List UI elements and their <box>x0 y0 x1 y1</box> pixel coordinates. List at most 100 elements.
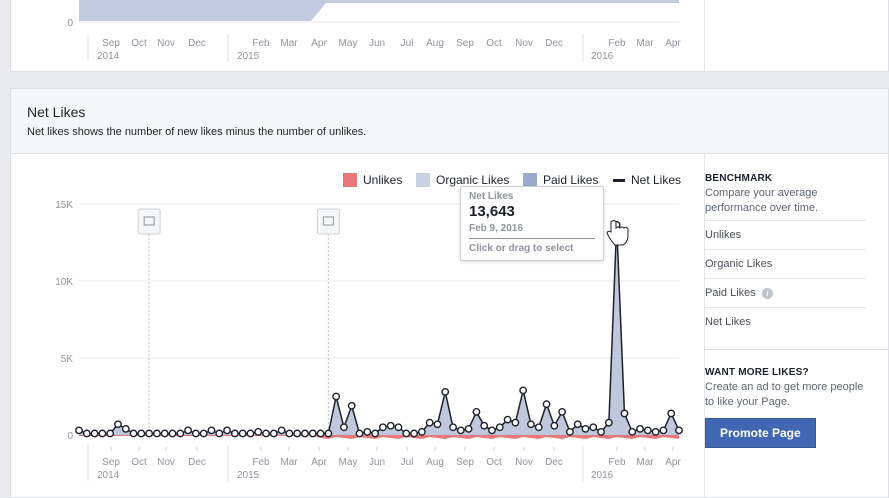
x-axis-ticks: Sep Oct Nov Dec Feb Mar Apr May Jun Jul Aug Sep Oct N… <box>87 445 681 481</box>
data-point <box>667 409 676 418</box>
hand-cursor-icon <box>606 220 629 246</box>
data-point <box>160 429 169 438</box>
data-point <box>604 418 613 427</box>
tooltip-divider <box>469 238 595 239</box>
chart-tooltip: Net Likes 13,643 Feb 9, 2016 Click or dr… <box>460 186 604 261</box>
x-tick-label: Apr <box>311 38 327 49</box>
legend-organic-likes[interactable]: Organic Likes <box>416 173 509 187</box>
x-tick-label: Dec <box>188 457 206 468</box>
info-icon[interactable]: i <box>761 287 773 299</box>
section-title: Net Likes <box>27 104 86 120</box>
net-likes-area <box>79 224 679 435</box>
x-tick-label: Mar <box>636 38 654 49</box>
data-point <box>129 429 138 438</box>
data-point <box>558 407 567 416</box>
benchmark-description: Compare your average performance over ti… <box>705 186 866 221</box>
legend-unlikes[interactable]: Unlikes <box>343 173 402 187</box>
x-year-label: 2016 <box>591 51 614 62</box>
x-tick-label: May <box>339 38 358 49</box>
data-point <box>581 424 590 433</box>
data-point <box>433 420 442 429</box>
data-point <box>355 429 364 438</box>
tooltip-value: 13,643 <box>469 203 515 220</box>
data-point <box>480 421 489 430</box>
data-point <box>191 429 200 438</box>
benchmark-item-net-likes[interactable]: Net Likes <box>705 316 751 328</box>
x-tick-label: May <box>339 457 358 468</box>
promo-heading: WANT MORE LIKES? <box>705 367 809 378</box>
promo-panel: WANT MORE LIKES? Create an ad to get mor… <box>705 367 888 448</box>
x-tick-label: Mar <box>280 38 298 49</box>
data-point <box>90 429 99 438</box>
x-tick-label: Apr <box>665 38 681 49</box>
data-point <box>417 428 426 436</box>
net-likes-chart[interactable]: 0 5K 10K 15K Sep Oct Nov Dec Feb Mar Apr May Jun Jul… <box>11 154 704 494</box>
data-point <box>262 429 270 438</box>
sidebar-divider <box>704 154 705 497</box>
card-header: Net Likes Net likes shows the number of … <box>11 89 888 154</box>
data-point <box>620 409 629 418</box>
data-point <box>503 415 512 424</box>
benchmark-panel: BENCHMARK Compare your average performan… <box>705 173 888 336</box>
x-tick-label: Sep <box>102 457 120 468</box>
data-point <box>168 429 177 438</box>
data-point <box>472 407 481 416</box>
benchmark-heading: BENCHMARK <box>705 173 773 184</box>
x-tick-label: Jul <box>401 457 414 468</box>
data-point <box>121 424 130 433</box>
previous-chart-card: 0 Sep Oct Nov Dec Feb Mar Apr May Jun Jul Aug Sep Oc… <box>10 0 889 72</box>
data-point <box>378 423 387 432</box>
promote-page-button[interactable]: Promote Page <box>705 418 816 448</box>
data-point <box>651 428 660 436</box>
data-point <box>550 421 559 430</box>
data-point <box>269 429 278 438</box>
data-point <box>277 426 286 435</box>
x-tick-label: Oct <box>486 457 502 468</box>
tooltip-date: Feb 9, 2016 <box>469 223 523 234</box>
section-subtitle: Net likes shows the number of new likes … <box>27 126 367 138</box>
data-point <box>199 429 208 438</box>
data-point <box>176 429 185 438</box>
calendar-icon-glyph <box>322 216 334 226</box>
data-point <box>511 418 520 427</box>
legend-net-likes[interactable]: Net Likes <box>613 173 681 187</box>
calendar-icon-glyph <box>143 216 155 226</box>
benchmark-item-paid-likes[interactable]: Paid Likes i <box>705 279 866 308</box>
previous-chart: 0 Sep Oct Nov Dec Feb Mar Apr May Jun Jul Aug Sep Oc… <box>67 0 681 62</box>
y-tick-label: 15K <box>55 200 73 211</box>
unlikes-area <box>79 435 679 439</box>
x-tick-label: Aug <box>426 38 444 49</box>
legend-label: Unlikes <box>363 173 403 187</box>
data-point <box>114 420 122 429</box>
calendar-icon <box>137 208 161 235</box>
data-point <box>238 429 247 438</box>
benchmark-item-unlikes[interactable]: Unlikes <box>705 221 866 250</box>
x-tick-label: Feb <box>608 457 626 468</box>
data-point <box>449 423 457 432</box>
x-tick-label: Nov <box>515 457 533 468</box>
benchmark-item-organic-likes[interactable]: Organic Likes <box>705 250 866 279</box>
data-point <box>410 429 418 438</box>
y-axis-ticks: 0 5K 10K 15K <box>55 200 73 442</box>
x-tick-label: Sep <box>102 38 120 49</box>
legend-label: Paid Likes <box>543 173 599 187</box>
x-tick-label: Feb <box>608 38 626 49</box>
x-tick-label: Nov <box>515 38 533 49</box>
x-year-label: 2016 <box>591 470 614 481</box>
x-tick-label: Dec <box>545 457 563 468</box>
previous-chart-area <box>79 0 679 21</box>
data-point <box>636 424 644 433</box>
data-point <box>363 428 372 436</box>
data-point <box>597 428 605 436</box>
x-tick-label: Feb <box>252 457 270 468</box>
x-year-label: 2014 <box>97 51 120 62</box>
data-point <box>82 429 91 438</box>
data-point <box>75 426 83 435</box>
y-tick-label: 0 <box>67 431 73 442</box>
y-tick-label: 0 <box>67 18 73 29</box>
data-point <box>628 428 637 436</box>
net-likes-card: Net Likes Net likes shows the number of … <box>10 88 889 498</box>
x-tick-label: Oct <box>131 38 147 49</box>
legend-paid-likes[interactable]: Paid Likes <box>523 173 598 187</box>
benchmark-item-label: Paid Likes <box>705 287 756 299</box>
